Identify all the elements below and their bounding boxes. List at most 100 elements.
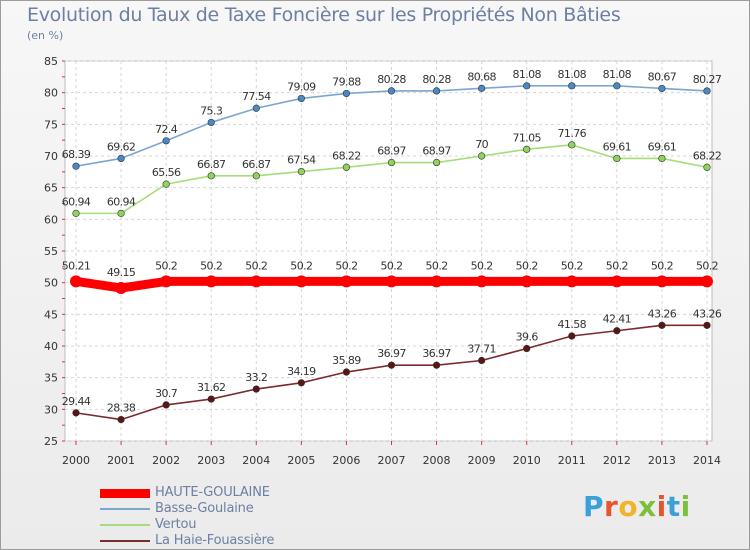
data-label-la-haie-fouassi-re: 34.19: [287, 365, 316, 378]
logo-letter: r: [604, 490, 619, 523]
data-label-haute-goulaine: 50.2: [516, 259, 538, 272]
x-tick-label: 2006: [332, 454, 360, 467]
x-tick-label: 2004: [242, 454, 270, 467]
logo-letter: o: [618, 490, 639, 523]
data-point-la-haie-fouassi-re: [478, 356, 486, 365]
data-point-vertou: [613, 154, 621, 163]
data-point-basse-goulaine: [252, 104, 260, 112]
x-tick-label: 2001: [107, 454, 135, 467]
data-point-basse-goulaine: [432, 87, 441, 95]
logo-letter: i: [680, 490, 691, 523]
data-label-basse-goulaine: 68.39: [62, 148, 91, 161]
legend-swatch: [100, 508, 150, 510]
data-label-haute-goulaine: 50.2: [561, 259, 583, 272]
data-label-vertou: 71.76: [558, 127, 587, 140]
data-label-la-haie-fouassi-re: 30.7: [155, 387, 178, 400]
data-point-haute-goulaine: [115, 282, 128, 295]
x-tick-label: 2009: [468, 454, 496, 467]
data-label-vertou: 60.94: [62, 195, 91, 208]
data-point-vertou: [117, 209, 125, 217]
data-point-haute-goulaine: [655, 275, 668, 288]
x-tick-label: 2014: [693, 454, 721, 467]
data-point-vertou: [162, 180, 170, 188]
data-label-vertou: 66.87: [197, 158, 226, 171]
data-point-vertou: [658, 154, 666, 163]
legend-swatch: [100, 524, 150, 526]
data-label-la-haie-fouassi-re: 43.26: [648, 307, 677, 320]
y-tick-label: 25: [44, 435, 58, 448]
data-label-la-haie-fouassi-re: 36.97: [377, 347, 406, 360]
data-label-vertou: 68.22: [693, 149, 722, 162]
data-label-la-haie-fouassi-re: 39.6: [516, 331, 539, 344]
data-point-la-haie-fouassi-re: [387, 361, 396, 369]
x-tick-label: 2012: [603, 454, 631, 467]
data-point-vertou: [342, 163, 351, 171]
data-label-vertou: 69.61: [648, 140, 677, 153]
logo-letter: i: [656, 490, 667, 523]
data-label-haute-goulaine: 50.2: [335, 259, 357, 272]
data-label-basse-goulaine: 80.68: [467, 70, 496, 83]
y-tick-label: 40: [44, 340, 58, 353]
data-label-la-haie-fouassi-re: 43.26: [693, 307, 722, 320]
data-point-haute-goulaine: [295, 275, 308, 288]
data-point-basse-goulaine: [568, 82, 576, 90]
y-tick-label: 55: [44, 245, 58, 258]
data-point-haute-goulaine: [701, 275, 713, 288]
data-label-basse-goulaine: 79.09: [287, 80, 316, 93]
y-tick-label: 75: [44, 118, 58, 131]
data-point-basse-goulaine: [297, 94, 305, 103]
y-tick-label: 65: [44, 182, 58, 195]
data-label-haute-goulaine: 50.21: [62, 259, 91, 272]
data-point-vertou: [387, 158, 396, 167]
data-label-haute-goulaine: 50.2: [606, 259, 628, 272]
data-label-vertou: 69.61: [603, 140, 632, 153]
data-point-haute-goulaine: [250, 275, 263, 288]
x-tick-label: 2008: [423, 454, 451, 467]
data-label-basse-goulaine: 80.67: [648, 70, 677, 83]
data-point-vertou: [207, 172, 215, 180]
data-point-haute-goulaine: [475, 275, 488, 288]
legend-label: HAUTE-GOULAINE: [155, 485, 270, 500]
data-point-la-haie-fouassi-re: [162, 401, 170, 409]
data-point-vertou: [432, 158, 441, 167]
data-label-haute-goulaine: 50.2: [155, 259, 177, 272]
data-point-basse-goulaine: [207, 118, 215, 127]
data-point-basse-goulaine: [703, 87, 711, 95]
data-label-la-haie-fouassi-re: 29.44: [62, 395, 91, 408]
data-label-vertou: 68.97: [377, 145, 406, 158]
data-point-haute-goulaine: [520, 275, 533, 288]
data-label-basse-goulaine: 80.28: [377, 73, 406, 86]
data-label-haute-goulaine: 50.2: [200, 259, 222, 272]
data-point-vertou: [568, 141, 576, 149]
data-label-vertou: 65.56: [152, 166, 181, 179]
logo-letter: t: [666, 490, 681, 523]
data-point-vertou: [72, 209, 80, 217]
legend-label: La Haie-Fouassière: [155, 533, 275, 548]
data-label-vertou: 67.54: [287, 154, 316, 167]
data-label-vertou: 60.94: [107, 195, 136, 208]
data-point-basse-goulaine: [478, 84, 486, 92]
x-tick-label: 2013: [648, 454, 676, 467]
y-tick-label: 80: [44, 87, 58, 100]
data-label-basse-goulaine: 79.88: [332, 75, 361, 88]
data-label-basse-goulaine: 77.54: [242, 90, 271, 103]
data-label-basse-goulaine: 81.08: [512, 68, 541, 81]
plot-area: [64, 60, 713, 442]
y-tick-label: 70: [44, 150, 58, 163]
data-label-la-haie-fouassi-re: 36.97: [422, 347, 451, 360]
data-label-basse-goulaine: 69.62: [107, 140, 136, 153]
data-point-basse-goulaine: [387, 87, 396, 95]
data-point-la-haie-fouassi-re: [342, 368, 351, 376]
data-point-la-haie-fouassi-re: [117, 415, 125, 424]
data-label-basse-goulaine: 81.08: [603, 68, 632, 81]
y-tick-label: 30: [44, 403, 58, 416]
data-point-basse-goulaine: [342, 89, 351, 98]
data-point-la-haie-fouassi-re: [207, 395, 215, 403]
x-tick-label: 2002: [152, 454, 180, 467]
x-tick-label: 2011: [558, 454, 586, 467]
data-label-basse-goulaine: 80.28: [422, 73, 451, 86]
x-tick-label: 2007: [378, 454, 406, 467]
data-point-basse-goulaine: [117, 154, 125, 163]
data-label-la-haie-fouassi-re: 35.89: [332, 354, 361, 367]
